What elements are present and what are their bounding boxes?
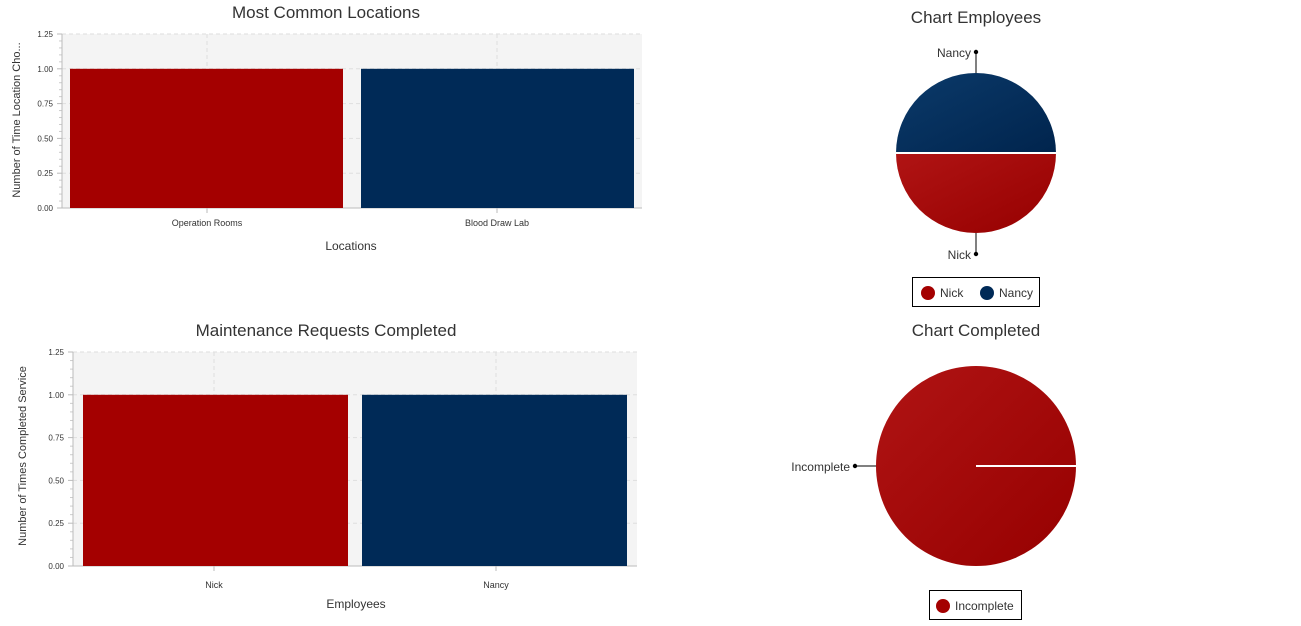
chart-title: Maintenance Requests Completed [196, 321, 457, 340]
chart-title: Chart Completed [912, 321, 1041, 340]
y-tick-label: 0.50 [37, 134, 53, 143]
label-dot-incomplete [852, 463, 858, 469]
legend-label-nancy: Nancy [999, 286, 1033, 300]
pie-label-nancy: Nancy [937, 46, 971, 60]
y-tick-label: 0.75 [37, 100, 53, 109]
legend: Nick Nancy [912, 277, 1040, 307]
x-axis-label: Employees [326, 597, 385, 611]
pie-chart-completed: Chart Completed Incomplete Incomplete [791, 321, 1076, 620]
y-tick-label: 0.25 [37, 169, 53, 178]
bar-chart-locations: Most Common Locations 0.00 0.25 0.50 0.75 1.… [11, 3, 642, 253]
bar-blood-draw-lab [361, 68, 634, 208]
y-tick-label: 0.00 [37, 204, 53, 213]
label-dot-nancy [973, 49, 979, 55]
bar-nick [83, 394, 348, 566]
y-tick-label: 1.25 [37, 30, 53, 39]
legend-swatch-nancy [980, 286, 994, 300]
y-tick-label: 1.25 [48, 348, 64, 357]
bar-operation-rooms [70, 68, 343, 208]
pie-chart-employees: Chart Employees Nancy Nick Nick Nancy [896, 8, 1056, 307]
pie-label-nick: Nick [948, 248, 972, 262]
legend-label-incomplete: Incomplete [955, 599, 1014, 613]
chart-title: Chart Employees [911, 8, 1041, 27]
y-tick-label: 0.75 [48, 434, 64, 443]
x-tick-label: Nick [205, 580, 223, 590]
legend-label-nick: Nick [940, 286, 964, 300]
pie-label-incomplete: Incomplete [791, 460, 850, 474]
legend: Incomplete [929, 590, 1022, 620]
x-tick-label: Operation Rooms [172, 218, 243, 228]
y-tick-label: 0.25 [48, 519, 64, 528]
bar-chart-maintenance: Maintenance Requests Completed 0.00 0.25 0… [17, 321, 637, 611]
pie-slice-nancy [896, 73, 1056, 153]
label-dot-nick [973, 251, 979, 257]
x-tick-label: Nancy [483, 580, 509, 590]
chart-title: Most Common Locations [232, 3, 420, 22]
bar-nancy [362, 394, 627, 566]
y-tick-label: 1.00 [37, 65, 53, 74]
y-axis-label: Number of Time Location Cho... [11, 42, 23, 197]
y-tick-label: 0.50 [48, 476, 64, 485]
legend-swatch-nick [921, 286, 935, 300]
x-axis-label: Locations [325, 239, 376, 253]
x-tick-label: Blood Draw Lab [465, 218, 529, 228]
y-tick-label: 1.00 [48, 391, 64, 400]
pie-slice-nick [896, 153, 1056, 233]
y-axis-label: Number of Times Completed Service [17, 366, 29, 546]
legend-swatch-incomplete [936, 599, 950, 613]
y-tick-label: 0.00 [48, 562, 64, 571]
